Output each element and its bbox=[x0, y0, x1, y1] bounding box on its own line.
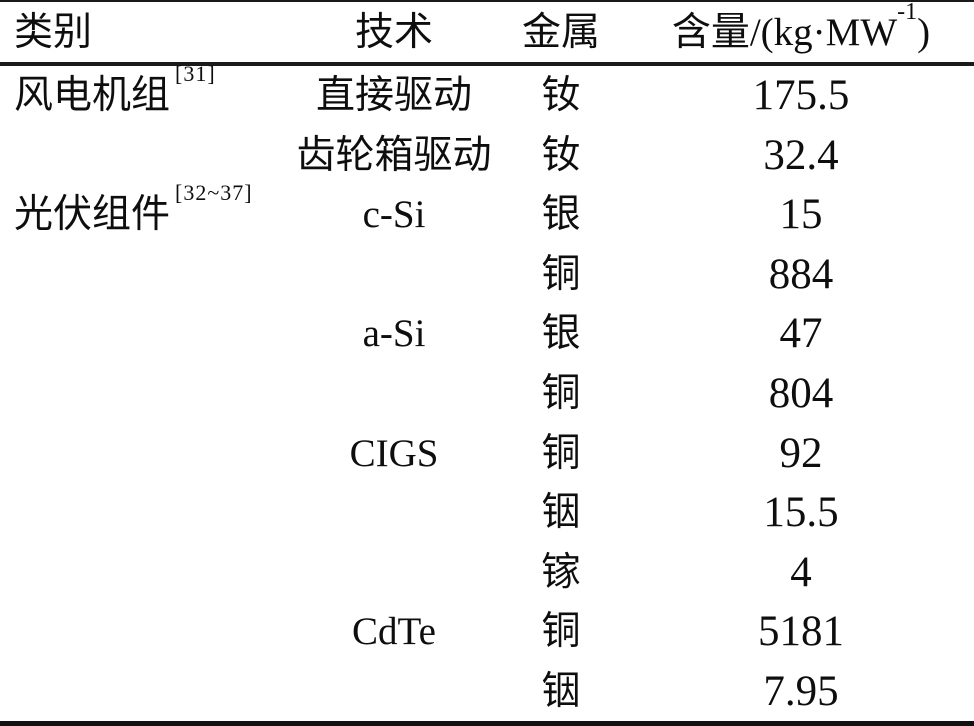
value-cell: 804 bbox=[768, 370, 834, 417]
category-cell: 光伏组件[32~37] bbox=[0, 182, 294, 237]
technology-cell: CIGS bbox=[349, 431, 439, 475]
category-label: 光伏组件 bbox=[14, 193, 171, 237]
header-technology: 技术 bbox=[354, 10, 433, 54]
category-cell bbox=[0, 374, 294, 413]
content-unit-suffix: ) bbox=[917, 10, 931, 54]
category-cell bbox=[0, 553, 294, 592]
table-row: 风电机组[31] 直接驱动 钕 175.5 bbox=[0, 63, 974, 126]
value-cell: 884 bbox=[768, 250, 834, 298]
table-row: CIGS 铜 92 bbox=[0, 423, 974, 483]
table-row: 铟 15.5 bbox=[0, 483, 974, 543]
metal-cell: 铜 bbox=[541, 252, 581, 296]
table-row: 镓 4 bbox=[0, 542, 974, 602]
metal-cell: 镓 bbox=[541, 550, 581, 594]
metal-cell: 银 bbox=[541, 193, 581, 237]
technology-cell: a-Si bbox=[362, 312, 426, 356]
metal-cell: 铜 bbox=[541, 372, 581, 415]
value-cell: 15.5 bbox=[763, 489, 839, 537]
metal-cell: 钕 bbox=[541, 133, 581, 177]
header-metal: 金属 bbox=[521, 10, 600, 54]
table-row: 光伏组件[32~37] c-Si 银 15 bbox=[0, 182, 974, 245]
content-unit-prefix: 含量/(kg·MW bbox=[671, 10, 898, 54]
value-cell: 4 bbox=[790, 548, 812, 596]
table-row: 铜 884 bbox=[0, 245, 974, 305]
metal-cell: 铜 bbox=[541, 431, 581, 475]
value-cell: 15 bbox=[779, 191, 823, 239]
category-cell: 风电机组[31] bbox=[0, 63, 294, 118]
table-header-row: 类别 技术 金属 含量/(kg·MW-1) bbox=[0, 0, 974, 66]
table-row: 齿轮箱驱动 钕 32.4 bbox=[0, 126, 974, 186]
category-label: 风电机组 bbox=[14, 74, 171, 118]
metal-cell: 铟 bbox=[541, 491, 581, 535]
table-row: CdTe 铜 5181 bbox=[0, 602, 974, 662]
category-cell bbox=[0, 612, 294, 651]
value-cell: 175.5 bbox=[752, 72, 850, 120]
metal-cell: 银 bbox=[541, 312, 581, 356]
citation-ref: [32~37] bbox=[175, 180, 253, 206]
technology-cell: 直接驱动 bbox=[315, 74, 472, 118]
category-cell bbox=[0, 314, 294, 353]
metal-cell: 铟 bbox=[541, 669, 581, 713]
category-cell bbox=[0, 136, 294, 175]
category-cell bbox=[0, 434, 294, 473]
table-row: 铜 804 bbox=[0, 364, 974, 424]
category-cell bbox=[0, 255, 294, 294]
table-row: 铟 7.95 bbox=[0, 661, 974, 721]
header-category: 类别 bbox=[14, 10, 93, 54]
content-unit-superscript: -1 bbox=[897, 0, 918, 25]
metal-cell: 钕 bbox=[541, 74, 581, 118]
value-cell: 92 bbox=[779, 429, 823, 477]
technology-cell: 齿轮箱驱动 bbox=[296, 133, 492, 177]
value-cell: 32.4 bbox=[763, 131, 839, 179]
citation-ref: [31] bbox=[175, 61, 216, 87]
value-cell: 47 bbox=[779, 310, 823, 358]
metal-cell: 铜 bbox=[541, 610, 581, 654]
category-cell bbox=[0, 493, 294, 532]
table-row: a-Si 银 47 bbox=[0, 304, 974, 364]
technology-cell: c-Si bbox=[362, 193, 426, 237]
header-content-unit: 含量/(kg·MW-1) bbox=[628, 0, 974, 54]
value-cell: 7.95 bbox=[763, 667, 839, 715]
technology-cell: CdTe bbox=[352, 610, 436, 654]
value-cell: 5181 bbox=[758, 608, 844, 656]
category-cell bbox=[0, 672, 294, 711]
